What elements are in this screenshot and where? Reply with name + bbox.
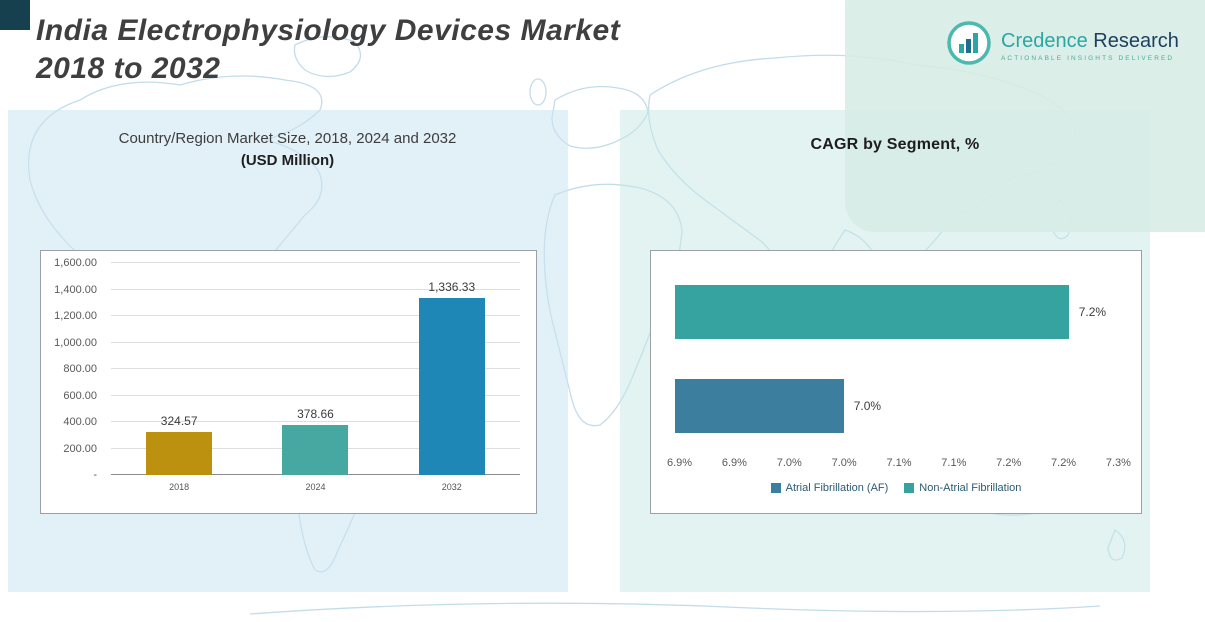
right-chart-title: CAGR by Segment, % [810,136,980,153]
bar-group: 1,336.33 2032 [384,263,520,492]
x-category-label: 2024 [305,482,326,492]
left-chart-y-axis: 1,600.00 1,400.00 1,200.00 1,000.00 800.00 60… [41,257,105,481]
x-tick-label: 7.0% [831,457,857,469]
credence-research-logo: Credence Research Actionable Insights De… [946,20,1179,71]
x-category-label: 2018 [169,482,190,492]
horizontal-bar-row: 7.2% [675,285,1125,339]
legend-item: Non-Atrial Fibrillation [904,482,1021,494]
bar [146,432,213,475]
horizontal-bar [675,285,1069,339]
right-chart-x-axis: 6.9% 6.9% 7.0% 7.0% 7.1% 7.1% 7.2% 7.2% 7.3% [667,457,1131,469]
gridline [111,315,520,316]
market-size-bar-chart: 1,600.00 1,400.00 1,200.00 1,000.00 800.00 60… [40,250,537,514]
logo-background-card [845,0,1205,232]
x-tick-label: 7.0% [776,457,802,469]
bar-value-label: 1,336.33 [428,279,476,294]
horizontal-bar-row: 7.0% [675,379,1125,433]
y-tick-label: - [93,469,97,481]
page-title-line2: 2018 to 2032 [36,51,221,85]
legend-swatch [904,483,915,493]
corner-accent-square [0,0,30,30]
left-chart-bars: 324.57 2018 378.66 2024 1,336.33 2032 [111,263,520,492]
bar-chart-logo-icon [946,20,992,71]
horizontal-bar [675,379,844,433]
y-tick-label: 1,400.00 [54,283,97,296]
x-tick-label: 7.1% [941,457,967,469]
legend-item: Atrial Fibrillation (AF) [770,482,889,494]
x-tick-label: 6.9% [667,457,693,469]
y-tick-label: 1,000.00 [54,336,97,349]
x-tick-label: 7.2% [996,457,1022,469]
y-tick-label: 800.00 [63,363,97,375]
y-tick-label: 400.00 [63,416,97,428]
bar-value-label: 324.57 [160,414,198,428]
y-tick-label: 1,600.00 [54,257,97,269]
bar [418,297,485,475]
brand-name-secondary: Research [1093,29,1179,52]
left-chart-subtitle: (USD Million) [240,152,335,169]
gridline [111,368,520,369]
bar-group: 378.66 2024 [247,263,383,492]
gridline [111,288,520,290]
x-tick-label: 7.3% [1105,457,1131,469]
brand-name: Credence Research [1001,30,1179,52]
page-title: India Electrophysiology Devices Market 2… [36,12,620,87]
gridline [111,394,520,396]
x-tick-label: 7.1% [886,457,912,469]
x-tick-label: 7.2% [1051,457,1077,469]
gridline [111,421,520,422]
x-category-label: 2032 [441,482,462,492]
legend-label: Atrial Fibrillation (AF) [785,482,889,494]
bar [282,424,349,475]
legend-label: Non-Atrial Fibrillation [919,482,1022,494]
x-tick-label: 6.9% [721,457,747,469]
page-title-line1: India Electrophysiology Devices Market [36,14,621,47]
horizontal-bar-value-label: 7.2% [1078,305,1107,319]
brand-name-primary: Credence [1001,29,1088,52]
bar-group: 324.57 2018 [111,263,247,492]
logo-tagline: Actionable Insights Delivered [1001,54,1175,62]
logo-text: Credence Research Actionable Insights De… [1001,30,1179,62]
gridline [111,341,520,343]
y-tick-label: 1,200.00 [54,310,97,322]
horizontal-bar-value-label: 7.0% [853,399,882,413]
bar-value-label: 378.66 [297,406,334,421]
y-tick-label: 600.00 [63,389,97,402]
left-chart-heading: Country/Region Market Size, 2018, 2024 a… [40,130,535,169]
right-chart-plot: 7.2% 7.0% [675,285,1125,433]
right-chart-legend: Atrial Fibrillation (AF) Non-Atrial Fibri… [651,482,1141,494]
cagr-bar-chart: 7.2% 7.0% 6.9% 6.9% 7.0% 7.0% 7.1% 7.1% 7.2% 7.2… [650,250,1142,514]
legend-swatch [770,483,781,493]
y-tick-label: 200.00 [63,442,97,455]
gridline [111,262,520,263]
left-chart-title: Country/Region Market Size, 2018, 2024 a… [118,130,457,147]
left-chart-plot: 324.57 2018 378.66 2024 1,336.33 2032 [111,262,520,492]
